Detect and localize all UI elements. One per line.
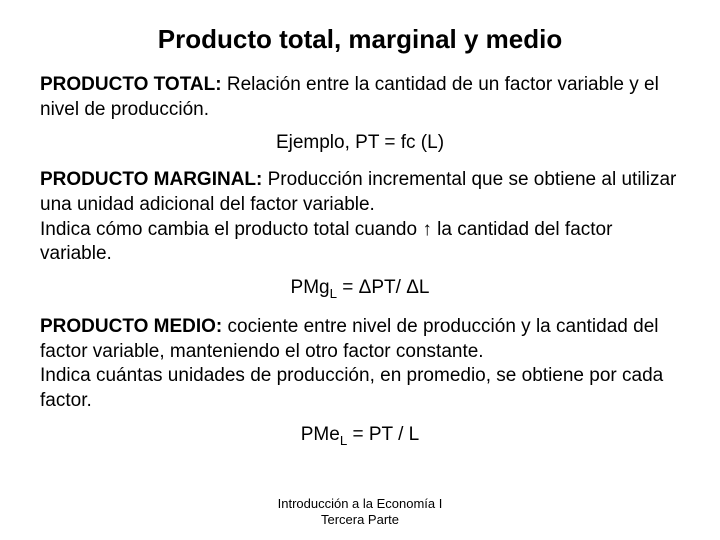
medio-formula: PMeL = PT / L <box>40 424 680 448</box>
producto-total-section: PRODUCTO TOTAL: Relación entre la cantid… <box>40 73 680 122</box>
total-formula: Ejemplo, PT = fc (L) <box>40 132 680 154</box>
marginal-formula: PMgL = ΔPT/ ΔL <box>40 277 680 301</box>
up-arrow-icon: ↑ <box>422 219 432 240</box>
producto-marginal-text2a: Indica cómo cambia el producto total cua… <box>40 219 422 240</box>
marginal-formula-sub: L <box>330 286 337 301</box>
medio-formula-p2: = PT / L <box>347 424 419 445</box>
slide-footer: Introducción a la Economía I Tercera Par… <box>0 496 720 529</box>
slide-title: Producto total, marginal y medio <box>40 24 680 55</box>
producto-medio-text2: Indica cuántas unidades de producción, e… <box>40 365 663 411</box>
footer-line2: Tercera Parte <box>0 512 720 528</box>
producto-total-label: PRODUCTO TOTAL: <box>40 74 222 95</box>
footer-line1: Introducción a la Economía I <box>0 496 720 512</box>
medio-formula-p1: PMe <box>301 424 340 445</box>
producto-medio-section: PRODUCTO MEDIO: cociente entre nivel de … <box>40 315 680 414</box>
marginal-formula-p1: PMg <box>291 277 330 298</box>
producto-marginal-section: PRODUCTO MARGINAL: Producción incrementa… <box>40 168 680 267</box>
marginal-formula-p2: = ΔPT/ ΔL <box>337 277 429 298</box>
producto-marginal-label: PRODUCTO MARGINAL: <box>40 169 262 190</box>
producto-medio-label: PRODUCTO MEDIO: <box>40 316 222 337</box>
